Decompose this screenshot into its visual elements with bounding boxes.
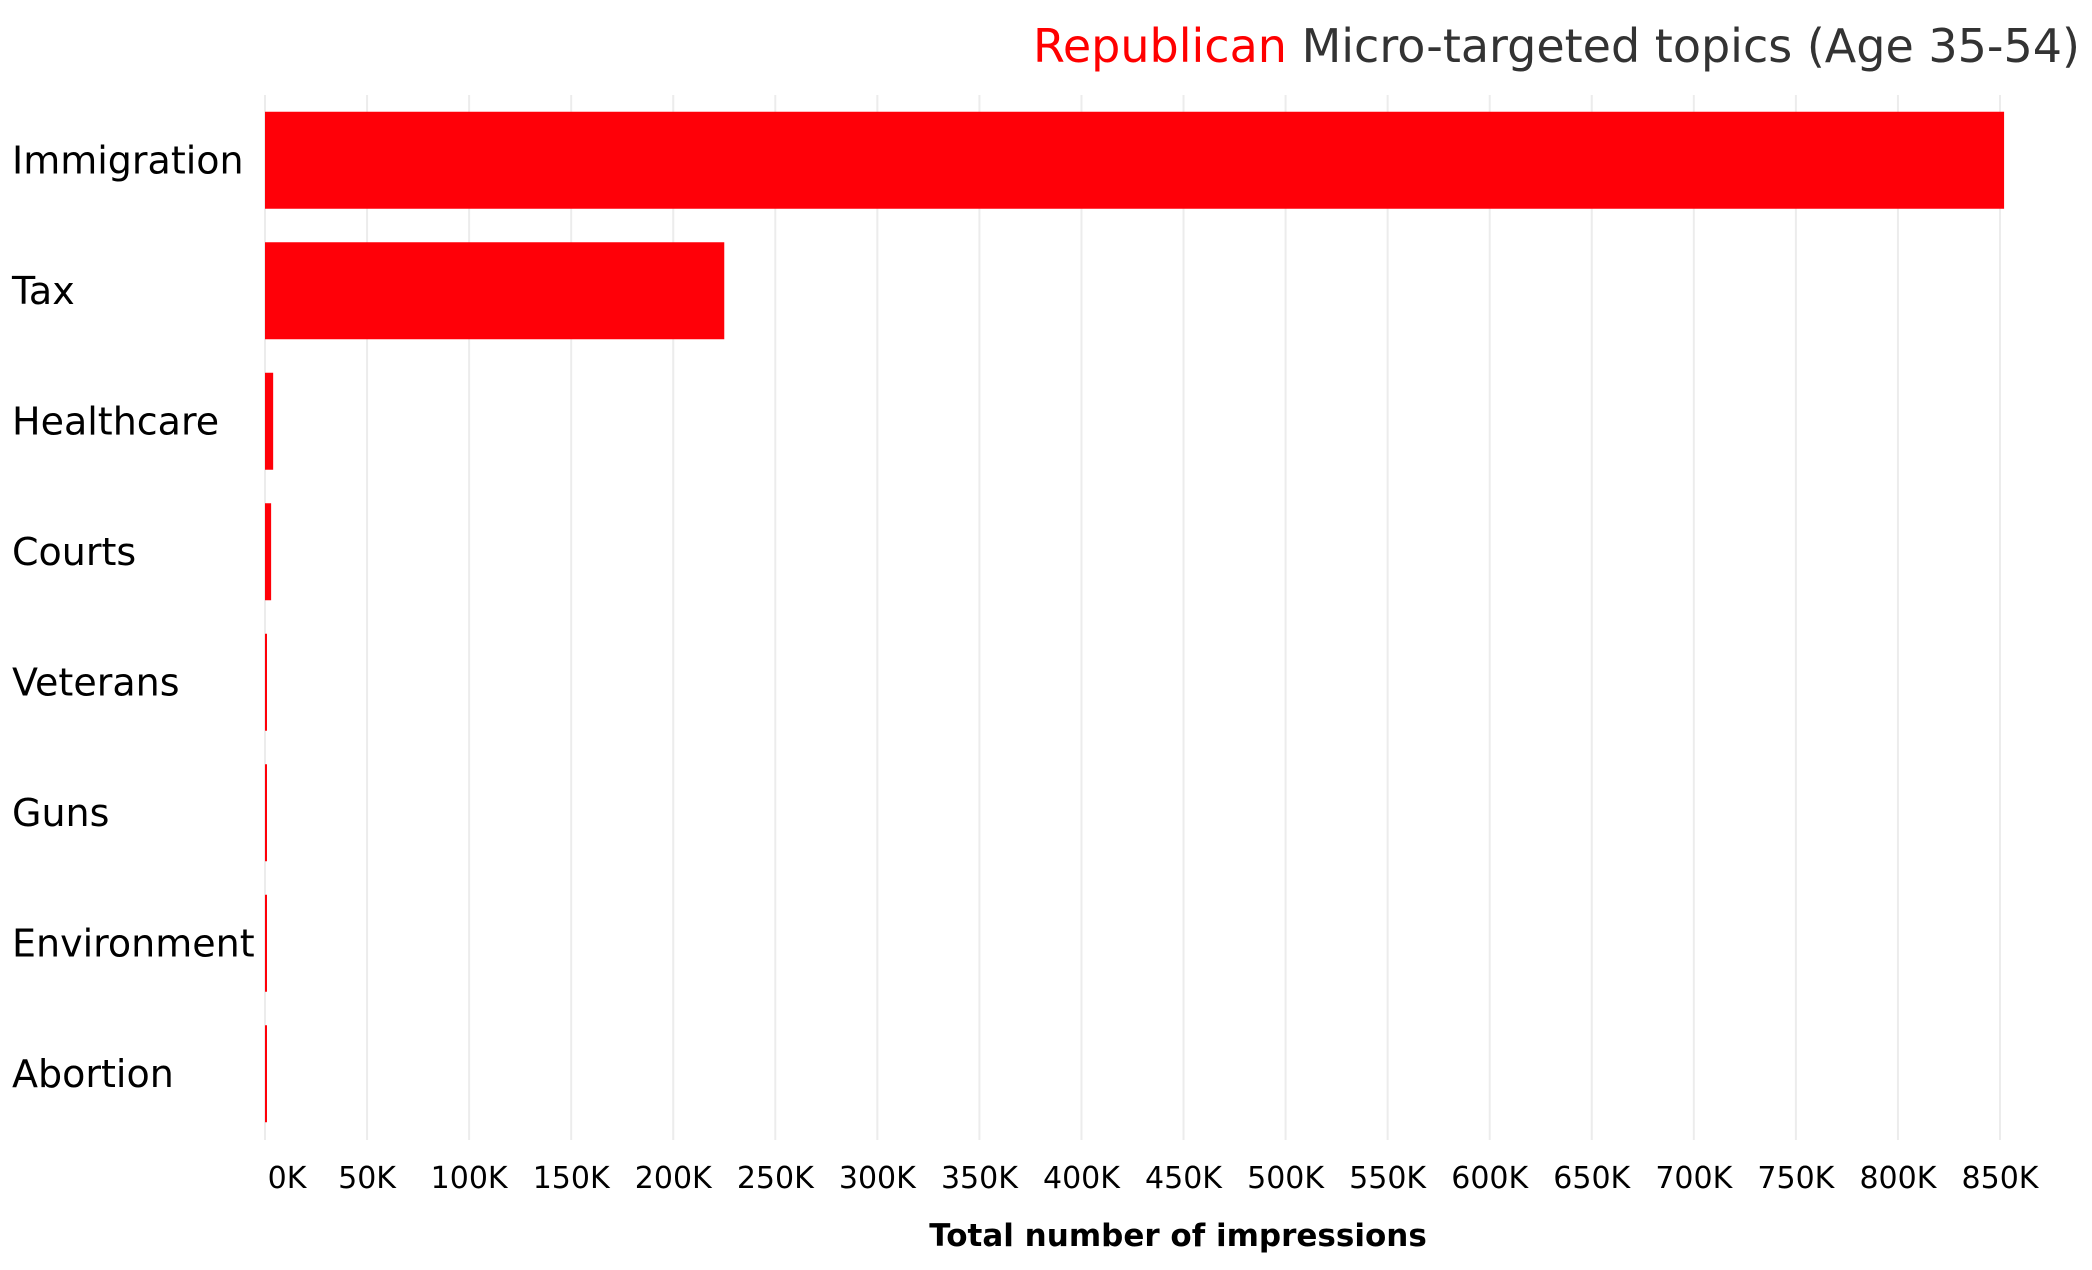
x-tick-label: 700K: [1655, 1161, 1733, 1196]
x-tick-label: 850K: [1962, 1161, 2040, 1196]
x-tick-label: 400K: [1043, 1161, 1121, 1196]
category-label-immigration: Immigration: [12, 138, 244, 182]
x-tick-label: 800K: [1859, 1161, 1937, 1196]
bar-abortion: [265, 1025, 267, 1123]
bars: [265, 111, 2005, 1123]
x-tick-label: 350K: [941, 1161, 1019, 1196]
x-axis-ticks: 0K 50K 100K 150K 200K 250K 300K 350K 400K 450K 500…: [268, 1161, 2040, 1196]
title-rest: Micro-targeted topics (Age 35-54): [1302, 19, 2080, 73]
x-tick-label: 100K: [431, 1161, 509, 1196]
bar-healthcare: [265, 372, 274, 470]
category-labels: Immigration Tax Healthcare Courts Veterans Gu…: [11, 138, 255, 1096]
x-tick-label: 500K: [1247, 1161, 1325, 1196]
x-tick-label: 300K: [839, 1161, 917, 1196]
x-tick-label: 150K: [533, 1161, 611, 1196]
category-label-healthcare: Healthcare: [12, 399, 219, 443]
x-tick-label: 550K: [1349, 1161, 1427, 1196]
title-highlight: Republican: [1033, 19, 1287, 73]
category-label-abortion: Abortion: [12, 1052, 174, 1096]
gridlines: [264, 95, 2001, 1140]
category-label-courts: Courts: [12, 530, 136, 574]
x-axis-title: Total number of impressions: [929, 1218, 1427, 1254]
category-label-tax: Tax: [11, 269, 75, 313]
x-tick-label: 600K: [1451, 1161, 1529, 1196]
bar-courts: [265, 503, 272, 601]
category-label-guns: Guns: [12, 791, 109, 835]
x-tick-label: 250K: [737, 1161, 815, 1196]
x-tick-label: 450K: [1145, 1161, 1223, 1196]
bar-tax: [265, 242, 725, 340]
bar-environment: [265, 894, 267, 992]
chart-title: Republican Micro-targeted topics (Age 35…: [1033, 19, 2080, 73]
category-label-veterans: Veterans: [12, 660, 180, 704]
x-tick-label: 0K: [268, 1161, 308, 1196]
category-label-environment: Environment: [12, 921, 255, 965]
bar-guns: [265, 764, 267, 862]
x-tick-label: 650K: [1553, 1161, 1631, 1196]
x-tick-label: 50K: [338, 1161, 397, 1196]
x-tick-label: 750K: [1757, 1161, 1835, 1196]
x-tick-label: 200K: [635, 1161, 713, 1196]
bar-immigration: [265, 111, 2005, 209]
bar-veterans: [265, 633, 267, 731]
